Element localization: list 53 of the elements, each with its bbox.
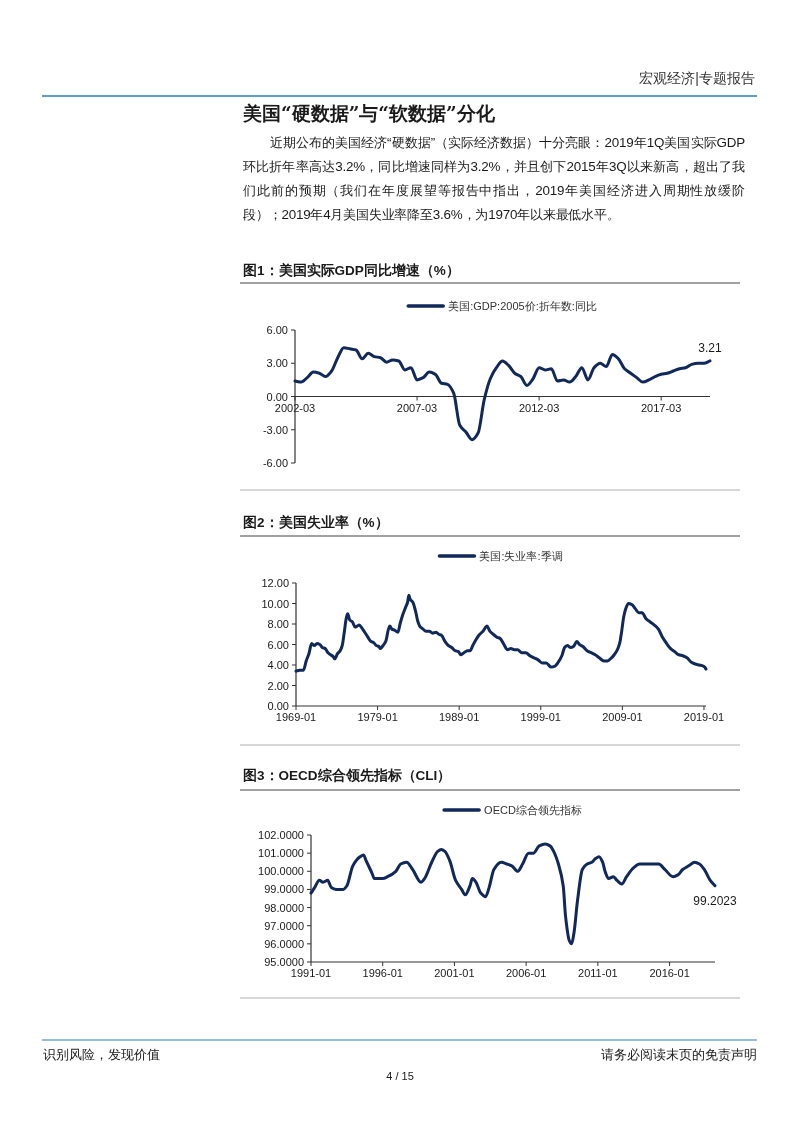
chart-title: 图2：美国失业率（%） xyxy=(243,514,389,530)
y-tick-label: -3.00 xyxy=(262,423,288,436)
x-tick-label: 2002-03 xyxy=(274,401,316,414)
legend: 美国:失业率:季调 xyxy=(437,550,563,562)
chart-title: 图3：OECD综合领先指标（CLI） xyxy=(243,767,452,783)
data-label: 3.21 xyxy=(698,340,722,355)
x-tick-label: 2016-01 xyxy=(649,967,690,979)
y-tick-label: 10.00 xyxy=(261,597,289,610)
y-tick-label: 98.0000 xyxy=(264,901,304,914)
x-tick-label: 2001-01 xyxy=(434,967,475,979)
x-tick-label: 1991-01 xyxy=(290,967,332,979)
y-tick-label: 95.0000 xyxy=(264,956,304,968)
y-tick-label: 6.00 xyxy=(266,324,288,336)
legend-label: 美国:GDP:2005价:折年数:同比 xyxy=(448,300,597,312)
y-tick-label: -6.00 xyxy=(262,457,288,469)
x-tick-label: 1969-01 xyxy=(275,711,317,723)
y-tick-label: 12.00 xyxy=(261,577,289,589)
y-tick-label: 102.0000 xyxy=(258,829,304,841)
text: 4 / 15 xyxy=(386,1070,414,1082)
x-tick-label: 1989-01 xyxy=(439,711,480,723)
x-tick-label: 2007-03 xyxy=(396,401,438,414)
x-tick-label: 2012-03 xyxy=(518,401,560,414)
legend: 美国:GDP:2005价:折年数:同比 xyxy=(406,300,597,312)
x-tick-label: 2009-01 xyxy=(602,711,643,723)
x-tick-label: 1979-01 xyxy=(357,711,398,723)
y-tick-label: 101.0000 xyxy=(258,847,304,860)
legend: OECD综合领先指标 xyxy=(442,804,582,816)
legend-label: OECD综合领先指标 xyxy=(484,804,582,816)
y-tick-label: 8.00 xyxy=(267,618,289,630)
y-tick-label: 4.00 xyxy=(267,659,289,671)
y-tick-label: 0.00 xyxy=(266,390,288,403)
y-tick-label: 2.00 xyxy=(267,679,289,692)
y-tick-label: 99.0000 xyxy=(264,883,304,896)
y-tick-label: 96.0000 xyxy=(264,937,304,950)
text: 识别风险，发现价值 xyxy=(43,1047,160,1062)
x-tick-label: 2011-01 xyxy=(578,967,618,979)
text: 请务必阅读末页的免责声明 xyxy=(601,1047,757,1062)
y-tick-label: 97.0000 xyxy=(264,919,304,932)
x-tick-label: 1999-01 xyxy=(520,711,561,723)
y-tick-label: 100.0000 xyxy=(258,865,304,878)
x-tick-label: 2006-01 xyxy=(505,967,547,979)
text: 近期公布的美国经济“硬数据”（实际经济数据）十分亮眼：2019年1Q美国实际GDP环比折年率高达3.2%，同比增速同样为3.2%，并且创下2015年3Q以来新高，超出了我们此前的预期（我们在年度展望等报告中指出，2019年美国经济进入周期性放缓阶段）；2019年4月美国失业率降至3.6%，为1970年以来最低水平。 xyxy=(243,134,745,224)
y-tick-label: 0.00 xyxy=(267,700,289,712)
x-tick-label: 1996-01 xyxy=(362,967,403,979)
text: 美国“硬数据”与“软数据”分化 xyxy=(242,103,496,124)
x-tick-label: 2017-03 xyxy=(640,401,682,414)
chart-title: 图1：美国实际GDP同比增速（%） xyxy=(243,262,460,278)
y-tick-label: 6.00 xyxy=(267,638,289,651)
y-tick-label: 3.00 xyxy=(266,357,288,370)
text: 宏观经济|专题报告 xyxy=(639,70,755,86)
x-tick-label: 2019-01 xyxy=(683,711,725,723)
legend-label: 美国:失业率:季调 xyxy=(479,550,563,562)
data-label: 99.2023 xyxy=(693,893,738,908)
